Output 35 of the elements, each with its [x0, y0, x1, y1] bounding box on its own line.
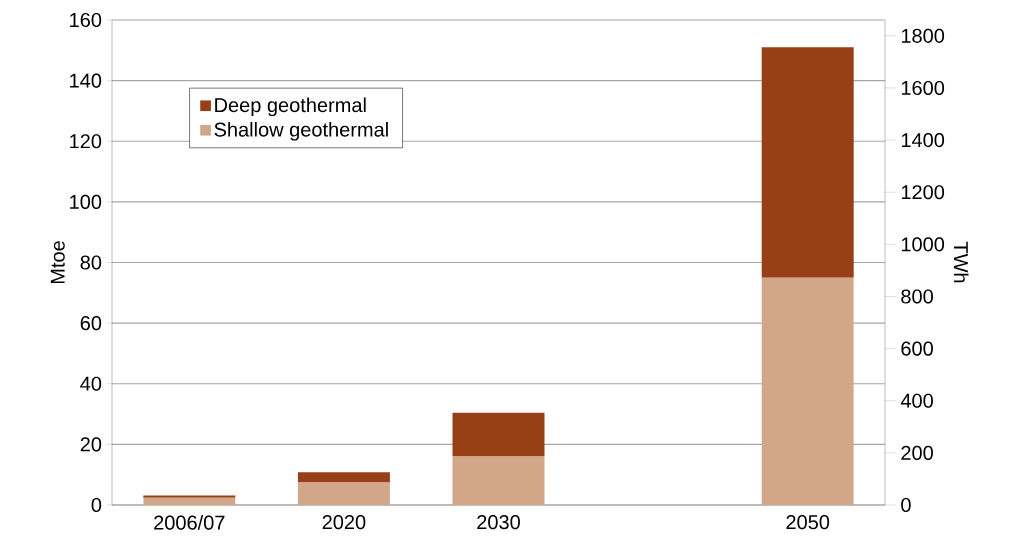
bar: [143, 495, 236, 498]
y-tick-label: 40: [80, 376, 102, 391]
x-tick-label: 2006/07: [154, 515, 225, 530]
y2-tick-label: 800: [901, 289, 933, 304]
y2-tick-label: 1800: [901, 28, 945, 43]
y2-tick-label: 600: [901, 341, 933, 356]
y2-tick-label: 200: [901, 445, 933, 460]
y2-tick-label: 1400: [901, 133, 945, 148]
legend-label: Deep geothermal: [215, 97, 366, 117]
y2-tick-label: 1600: [901, 80, 945, 96]
y-tick-label: 60: [80, 316, 102, 331]
x-tick-label: 2050: [786, 515, 830, 530]
bar: [452, 456, 545, 505]
y-tick-label: 0: [91, 497, 102, 513]
y-tick-label: 100: [70, 194, 102, 209]
y2-tick-label: 1200: [901, 185, 945, 200]
y2-tick-label: 0: [901, 497, 911, 513]
y-tick-label: 20: [80, 437, 102, 452]
x-tick-label: 2020: [322, 515, 366, 530]
y2-axis-title: TWh: [954, 241, 969, 283]
y-tick-label: 80: [80, 255, 102, 270]
y-tick-label: 140: [70, 73, 102, 88]
y2-tick-label: 400: [900, 393, 933, 408]
y2-tick-label: 1000: [901, 237, 945, 252]
y-axis-title: Mtoe: [50, 241, 65, 284]
bar: [452, 412, 545, 457]
x-tick-label: 2030: [477, 515, 520, 530]
y-tick-label: 160: [70, 12, 102, 28]
bar: [297, 472, 390, 483]
bar: [761, 47, 854, 278]
legend-label: Shallow geothermal: [214, 121, 388, 141]
y-tick-label: 120: [70, 134, 102, 149]
bar: [143, 497, 236, 505]
bar: [297, 482, 390, 505]
bar: [761, 277, 854, 505]
